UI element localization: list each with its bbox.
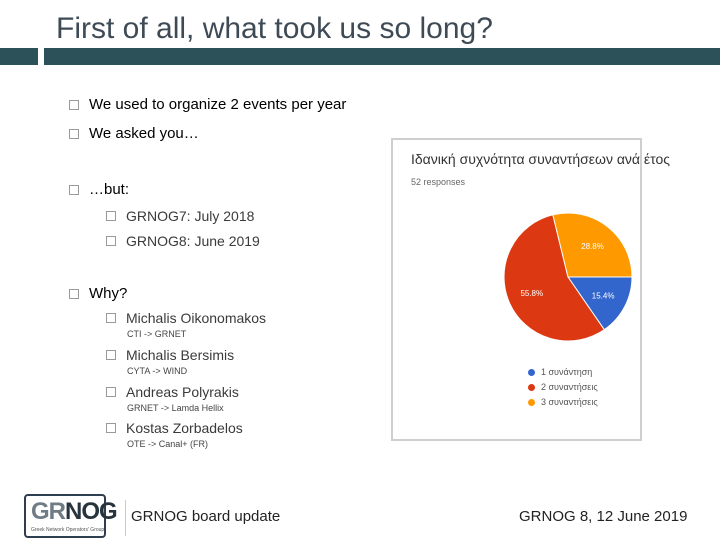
chart-responses: 52 responses (411, 177, 466, 187)
bullet-box-icon (69, 99, 79, 110)
bullet-grnog8: GRNOG8: June 2019 (106, 233, 260, 249)
person-name: Kostas Zorbadelos (126, 420, 243, 436)
bullet-person-4: Kostas Zorbadelos (106, 420, 243, 436)
bullet-box-icon (69, 184, 79, 195)
bullet-text: GRNOG8: June 2019 (126, 233, 260, 249)
chart-title: Ιδανική συχνότητα συναντήσεων ανά έτος (411, 151, 671, 167)
legend-label: 2 συναντήσεις (541, 382, 598, 392)
bullet-text: We used to organize 2 events per year (89, 96, 347, 113)
legend-item-3: 3 συναντήσεις (528, 397, 598, 407)
bullet-person-3: Andreas Polyrakis (106, 384, 239, 400)
legend-item-1: 1 συνάντηση (528, 367, 592, 377)
person-name: Michalis Oikonomakos (126, 310, 267, 326)
bullet-box-icon (106, 423, 116, 433)
bullet-asked: We asked you… (69, 125, 199, 142)
bullet-organize: We used to organize 2 events per year (69, 96, 346, 113)
bullet-text: Why? (89, 285, 128, 302)
bullet-box-icon (106, 236, 116, 246)
bullet-text: GRNOG7: July 2018 (126, 208, 255, 224)
bullet-box-icon (106, 350, 116, 360)
person-move: CYTA -> WIND (127, 366, 188, 376)
logo-subtitle: Greek Network Operators' Group (31, 527, 105, 533)
bullet-person-2: Michalis Bersimis (106, 347, 234, 363)
person-move: GRNET -> Lamda Hellix (127, 403, 224, 413)
bullet-box-icon (106, 313, 116, 323)
legend-item-2: 2 συναντήσεις (528, 382, 598, 392)
person-name: Andreas Polyrakis (126, 384, 239, 400)
person-move: CTI -> GRNET (127, 329, 187, 339)
legend-dot (528, 383, 535, 391)
title-bar-accent (0, 48, 38, 65)
bullet-box-icon (69, 288, 79, 299)
bullet-but: …but: (69, 181, 129, 198)
footer-left: GRNOG board update (131, 508, 281, 525)
footer-divider (125, 500, 126, 536)
bullet-why: Why? (69, 285, 127, 302)
logo-wordmark: GRNOG (31, 498, 118, 525)
bullet-person-1: Michalis Oikonomakos (106, 310, 266, 326)
legend-label: 3 συναντήσεις (541, 397, 598, 407)
bullet-box-icon (106, 211, 116, 221)
bullet-grnog7: GRNOG7: July 2018 (106, 208, 254, 224)
bullet-text: …but: (89, 181, 130, 198)
bullet-box-icon (106, 387, 116, 397)
legend-label: 1 συνάντηση (541, 367, 593, 377)
person-name: Michalis Bersimis (126, 347, 235, 363)
legend-dot (528, 368, 535, 376)
title-bar (44, 48, 720, 65)
bullet-box-icon (69, 128, 79, 139)
bullet-text: We asked you… (89, 125, 199, 142)
grnog-logo: GRNOG Greek Network Operators' Group (24, 494, 118, 538)
slide-title: First of all, what took us so long? (56, 12, 493, 45)
person-move: OTE -> Canal+ (FR) (127, 439, 209, 449)
footer-right: GRNOG 8, 12 June 2019 (519, 508, 688, 525)
legend-dot (528, 398, 535, 406)
